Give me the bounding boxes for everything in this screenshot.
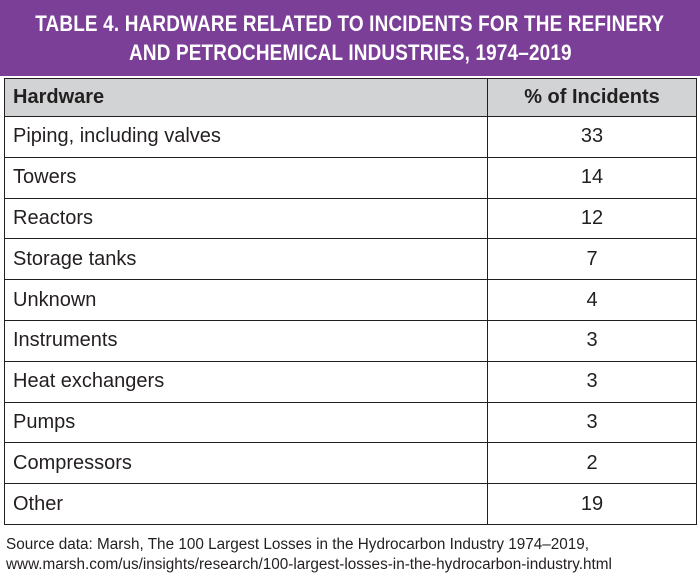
table-row: Other 19 xyxy=(4,483,697,525)
hardware-cell: Unknown xyxy=(4,279,488,321)
hardware-cell: Other xyxy=(4,483,488,525)
percent-cell: 12 xyxy=(487,197,697,240)
source-url: www.marsh.com/us/insights/research/100-l… xyxy=(6,556,612,573)
table-header-row: Hardware % of Incidents xyxy=(4,78,697,117)
hardware-cell: Storage tanks xyxy=(4,238,488,281)
table-title-line-2: AND PETROCHEMICAL INDUSTRIES, 1974–2019 xyxy=(128,40,572,65)
hardware-cell: Towers xyxy=(4,156,488,199)
source-line-1: Source data: Marsh, The 100 Largest Loss… xyxy=(6,536,590,553)
table-row: Pumps 3 xyxy=(4,401,697,444)
percent-cell: 7 xyxy=(487,238,697,281)
table-row: Piping, including valves 33 xyxy=(4,116,697,158)
source-note: Source data: Marsh, The 100 Largest Loss… xyxy=(6,535,700,575)
hardware-cell: Reactors xyxy=(4,197,488,240)
table-row: Compressors 2 xyxy=(4,442,697,485)
table-row: Towers 14 xyxy=(4,156,697,199)
table-row: Reactors 12 xyxy=(4,197,697,240)
percent-cell: 19 xyxy=(487,483,697,525)
hardware-cell: Pumps xyxy=(4,401,488,444)
percent-cell: 4 xyxy=(487,279,697,321)
hardware-cell: Heat exchangers xyxy=(4,360,488,403)
percent-cell: 3 xyxy=(487,401,697,444)
percent-cell: 2 xyxy=(487,442,697,485)
percent-cell: 33 xyxy=(487,116,697,158)
hardware-cell: Compressors xyxy=(4,442,488,485)
table-title-bar: TABLE 4. HARDWARE RELATED TO INCIDENTS F… xyxy=(0,0,700,76)
percent-cell: 3 xyxy=(487,319,697,362)
hardware-incidents-table: Hardware % of Incidents Piping, includin… xyxy=(4,78,697,525)
header-hardware: Hardware xyxy=(4,78,488,117)
percent-cell: 14 xyxy=(487,156,697,199)
table-row: Instruments 3 xyxy=(4,319,697,362)
table-title-line-1: TABLE 4. HARDWARE RELATED TO INCIDENTS F… xyxy=(35,11,665,36)
hardware-cell: Piping, including valves xyxy=(4,116,488,158)
hardware-cell: Instruments xyxy=(4,319,488,362)
percent-cell: 3 xyxy=(487,360,697,403)
table-row: Heat exchangers 3 xyxy=(4,360,697,403)
table-row: Storage tanks 7 xyxy=(4,238,697,281)
header-percent-incidents: % of Incidents xyxy=(487,78,697,117)
table-row: Unknown 4 xyxy=(4,279,697,321)
